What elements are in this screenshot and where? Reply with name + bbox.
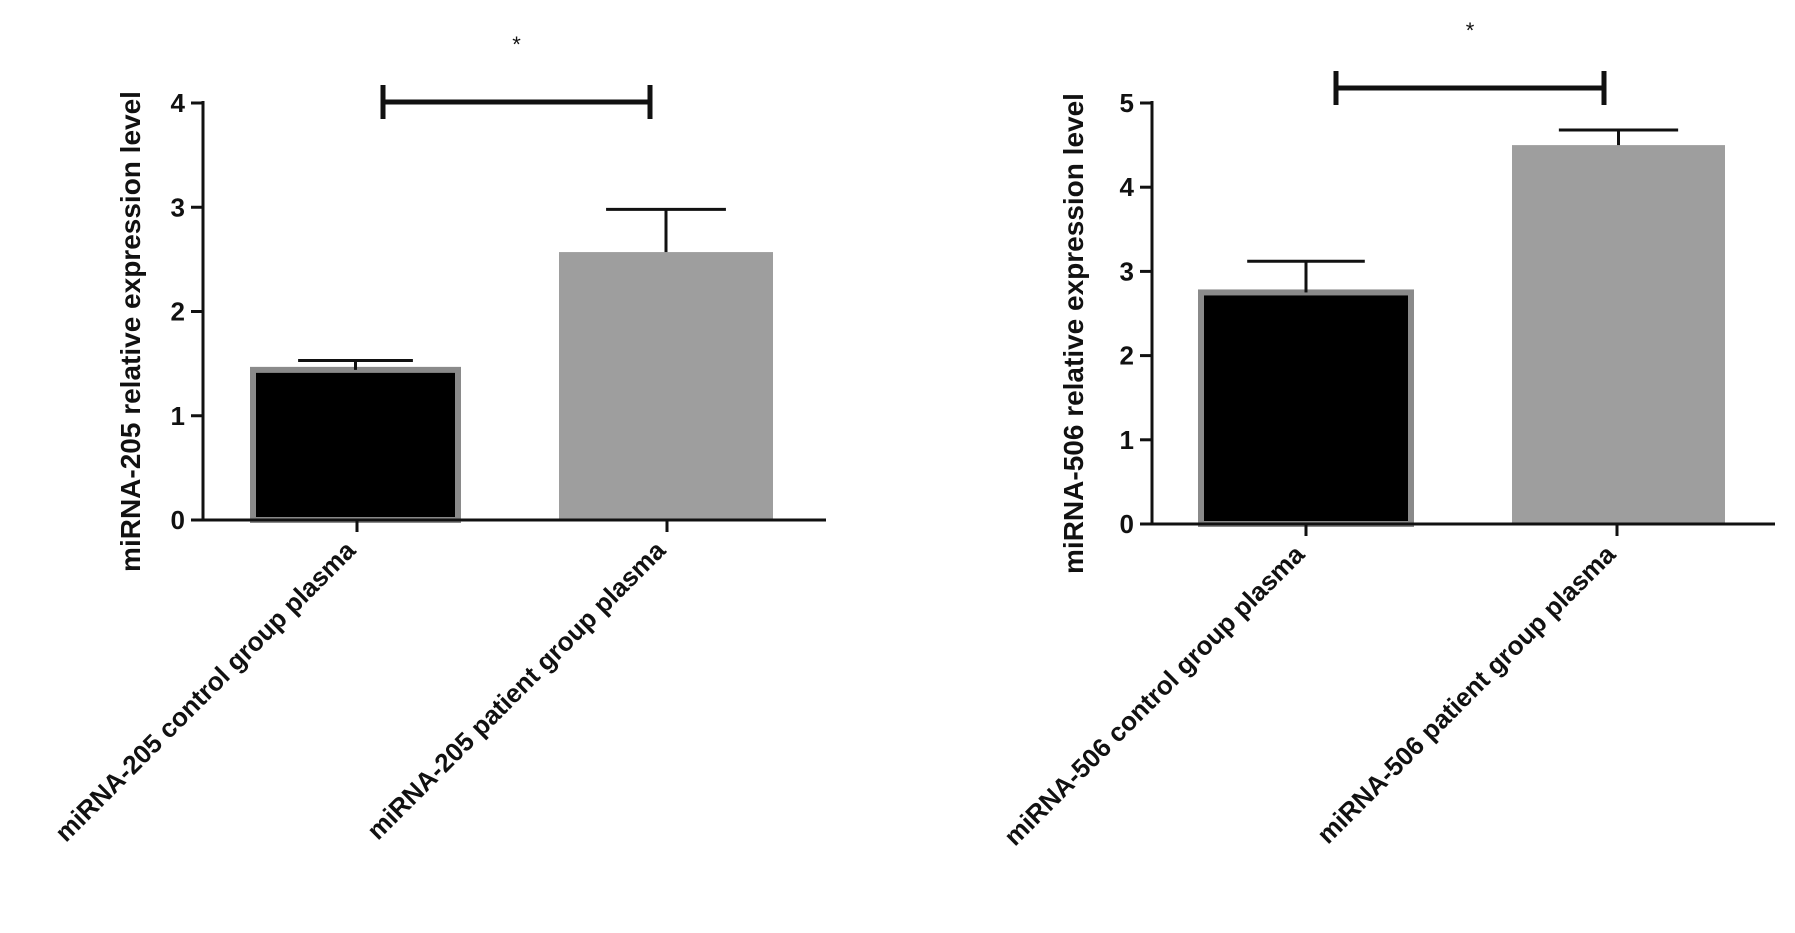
y-tick-label: 0 bbox=[1120, 509, 1134, 539]
category-label-2: miRNA-205 patient group plasma bbox=[361, 535, 672, 846]
y-tick-label: 1 bbox=[171, 401, 185, 431]
significance-label: * bbox=[1466, 18, 1475, 43]
y-tick-label: 4 bbox=[1120, 172, 1135, 202]
y-axis-title: miRNA-205 relative expression level bbox=[115, 91, 146, 572]
bar-2 bbox=[1512, 145, 1725, 524]
significance-label: * bbox=[512, 32, 521, 57]
y-tick-label: 2 bbox=[171, 297, 185, 327]
bar-2 bbox=[559, 252, 773, 520]
category-label-2: miRNA-506 patient group plasma bbox=[1311, 539, 1622, 850]
category-label-1: miRNA-506 control group plasma bbox=[998, 539, 1311, 852]
chart-panel-2: 0 1 2 3 4 5 miRNA-506 control group plasma miRN… bbox=[998, 18, 1775, 851]
y-tick-label: 0 bbox=[171, 505, 185, 535]
bar-1 bbox=[1198, 289, 1414, 528]
y-tick-label: 3 bbox=[171, 192, 185, 222]
y-tick-label: 1 bbox=[1120, 425, 1134, 455]
category-label-1: miRNA-205 control group plasma bbox=[49, 535, 362, 848]
y-tick-label: 5 bbox=[1120, 88, 1134, 118]
chart-panel-1: 0 1 2 3 4 miRNA-205 control group plasma miRNA… bbox=[49, 32, 826, 847]
y-tick-label: 3 bbox=[1120, 256, 1134, 286]
y-tick-label: 4 bbox=[171, 88, 186, 118]
bar-1 bbox=[250, 366, 461, 523]
y-axis-title: miRNA-506 relative expression level bbox=[1058, 93, 1089, 574]
y-tick-label: 2 bbox=[1120, 341, 1134, 371]
